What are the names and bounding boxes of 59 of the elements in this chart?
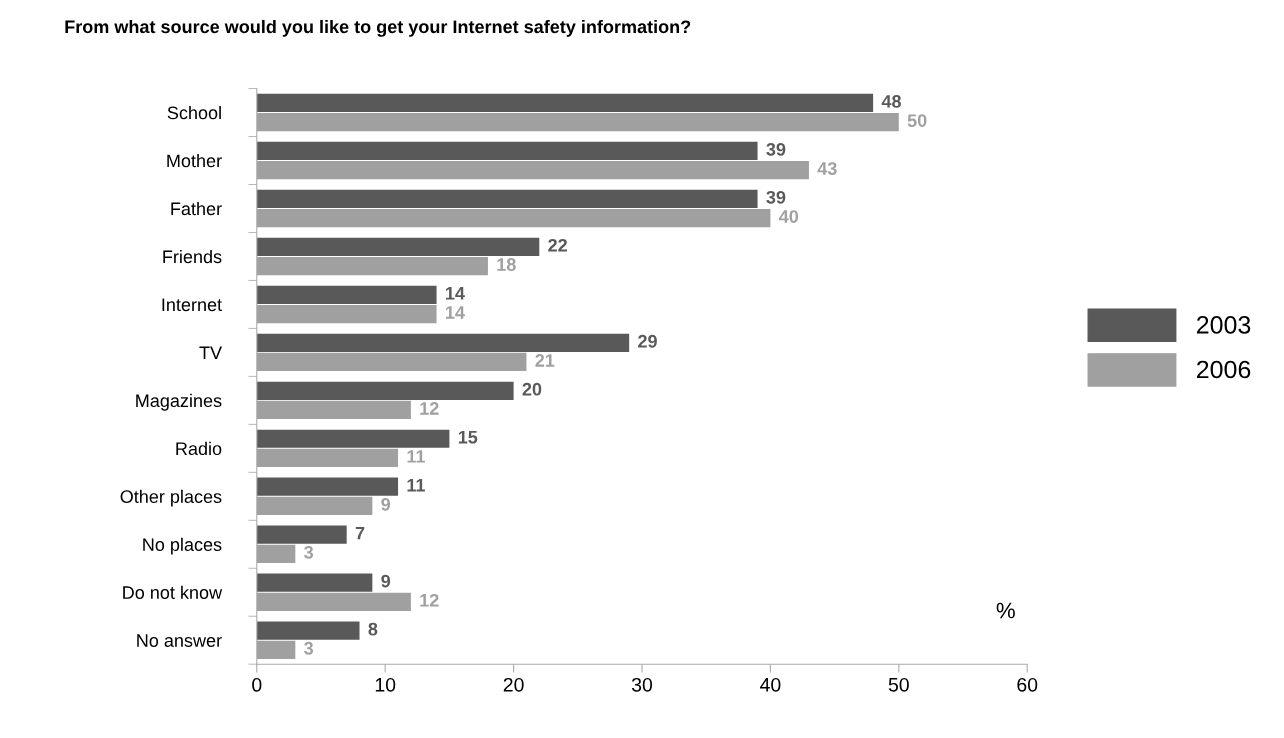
data-label: 43 [817,162,837,175]
data-label: 29 [638,334,657,348]
bar [256,573,373,592]
data-label: 9 [381,574,391,588]
y-tick-label: Internet [162,298,222,312]
y-tick-label: Radio [176,441,222,456]
x-tick-label: 50 [888,677,909,692]
x-tick-label: 30 [631,677,653,692]
data-label: 12 [420,402,439,415]
bar [256,381,514,400]
chart-title: From what source would you like to get your Internet safety information? [65,19,691,37]
data-label: 14 [446,306,465,319]
data-label: 8 [368,622,378,636]
y-tick-label: Father [171,201,222,216]
bar [256,141,758,161]
data-label: 12 [420,593,439,607]
legend-label: 2006 [1196,360,1251,379]
x-tick-label: 10 [375,677,396,692]
data-label: 9 [381,497,391,511]
y-tick-label: Magazines [136,393,222,411]
data-label: 11 [407,450,425,463]
y-tick-label: No places [143,537,222,555]
bar [256,429,450,448]
data-label: 18 [497,258,516,271]
data-label: 7 [355,526,365,540]
y-tick-label: Other places [120,489,222,507]
x-tick-label: 60 [1017,677,1038,692]
y-tick-label: Mother [167,153,222,168]
data-label: 22 [548,238,567,252]
data-label: 39 [766,142,786,156]
data-label: 14 [446,287,465,300]
y-tick-label: Do not know [123,585,223,599]
bar [256,189,758,209]
legend-label: 2003 [1196,316,1251,334]
data-label: 11 [407,478,425,492]
bar [256,477,399,496]
y-tick-label: Friends [163,249,222,264]
bar [256,237,540,256]
annotation: % [996,602,1015,619]
bar [256,333,630,352]
bar [256,93,874,113]
data-label: 3 [304,641,314,655]
bar [256,621,360,640]
data-label: 48 [881,95,901,108]
data-label: 15 [458,430,478,444]
data-label: 3 [304,545,314,559]
data-label: 50 [907,114,927,127]
bar [256,285,437,304]
y-tick-label: No answer [137,634,222,647]
y-tick-label: School [167,106,221,120]
data-label: 39 [766,190,786,204]
bar [256,525,347,544]
x-tick-label: 40 [760,677,781,692]
data-label: 21 [535,354,555,367]
x-tick-label: 20 [503,677,524,692]
x-tick-label: 0 [252,677,262,692]
data-label: 40 [779,210,799,223]
y-tick-label: TV [199,346,222,359]
data-label: 20 [522,382,542,396]
